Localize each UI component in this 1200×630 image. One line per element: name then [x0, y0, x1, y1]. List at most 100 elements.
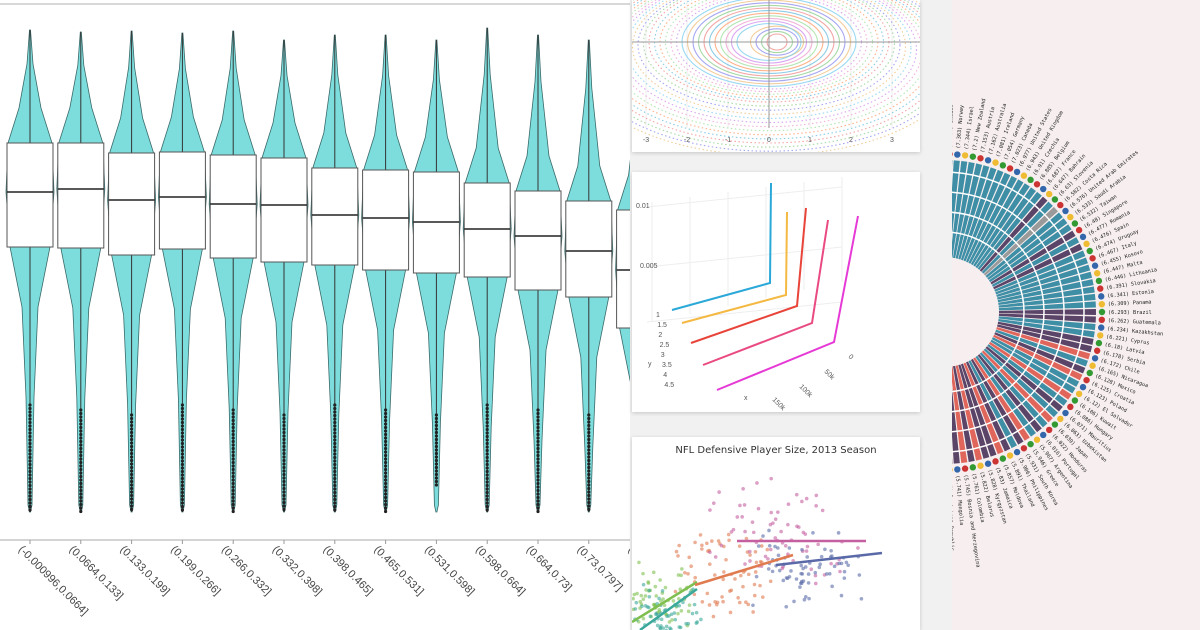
outlier-point	[587, 497, 591, 501]
flag-icon	[992, 458, 999, 465]
radial-bar	[968, 175, 1017, 264]
outlier-point	[384, 432, 388, 437]
outlier-point	[587, 448, 591, 452]
radial-bar	[997, 321, 1094, 345]
scatter-point	[737, 544, 742, 548]
outlier-point	[485, 473, 489, 477]
scatter-point	[761, 534, 765, 538]
scatter-point	[721, 577, 726, 582]
scatter-point	[694, 610, 699, 615]
outlier-point	[231, 495, 235, 500]
outlier-point	[485, 441, 489, 446]
flag-icon	[977, 155, 984, 162]
outlier-point	[485, 508, 489, 512]
radial-bar	[981, 201, 1053, 274]
radial-bar	[998, 293, 1096, 308]
outlier-point	[79, 464, 83, 468]
scatter-point	[708, 562, 712, 566]
flag-icon	[952, 467, 953, 472]
outlier-point	[587, 455, 591, 459]
outlier-point	[180, 462, 184, 467]
scatter-point	[641, 571, 645, 576]
outlier-point	[231, 443, 235, 447]
box-iqr	[362, 169, 410, 271]
scatter-point	[830, 554, 834, 558]
scatter-point	[683, 570, 687, 575]
scatter-point	[640, 604, 644, 609]
outlier-point	[180, 501, 184, 505]
outlier-point	[231, 478, 235, 482]
outlier-point	[587, 430, 591, 435]
scatter-point	[644, 588, 648, 592]
radial-bar	[952, 160, 960, 236]
outlier-point	[282, 434, 286, 438]
radial-bar	[996, 327, 1091, 360]
radial-bar	[979, 196, 1048, 272]
scatter-point	[634, 600, 639, 605]
z-tick-label: 0.01	[636, 203, 650, 210]
outlier-point	[79, 495, 83, 500]
scatter-point	[800, 499, 804, 504]
trajectory-curve	[637, 0, 901, 111]
outlier-point	[180, 420, 184, 425]
outlier-point	[536, 457, 540, 461]
scatter-point	[686, 609, 691, 614]
scatter-point	[768, 547, 773, 552]
outlier-point	[130, 423, 134, 428]
scatter-point	[799, 563, 803, 568]
y-tick-label: 1.5	[657, 322, 667, 329]
outlier-point	[28, 434, 32, 439]
outlier-point	[333, 438, 337, 442]
scatter-point	[738, 573, 743, 578]
flag-icon	[1091, 262, 1099, 269]
trajectory-curve	[632, 0, 920, 152]
outlier-point	[587, 504, 591, 508]
radial-bar	[968, 360, 1017, 449]
outlier-point	[28, 420, 32, 425]
scatter-point	[786, 522, 790, 527]
flag-icon	[1033, 436, 1041, 443]
scatter-point	[653, 584, 658, 589]
outlier-point	[536, 408, 540, 412]
radial-bar	[998, 313, 1096, 323]
outlier-point	[333, 459, 337, 463]
outlier-point	[536, 439, 540, 444]
fit-line	[694, 553, 794, 587]
outlier-point	[231, 492, 235, 496]
scatter-point	[658, 578, 662, 582]
outlier-point	[333, 504, 337, 509]
radial-bar	[990, 230, 1076, 285]
outlier-point	[130, 507, 134, 512]
outlier-point	[79, 418, 83, 423]
flag-icon	[1079, 233, 1087, 241]
outlier-point	[130, 413, 134, 417]
scatter-point	[859, 596, 864, 601]
outlier-point	[536, 411, 540, 416]
scatter-point	[695, 620, 699, 624]
outlier-point	[130, 504, 134, 508]
scatter-point	[681, 600, 685, 605]
outlier-point	[485, 438, 489, 442]
scatter-point	[752, 582, 757, 587]
scatter-point	[700, 547, 704, 551]
outlier-point	[536, 488, 540, 493]
scatter-point	[744, 600, 748, 605]
radial-bar	[983, 348, 1058, 418]
scatter-point	[687, 603, 692, 607]
scatter-point	[751, 610, 755, 614]
outlier-point	[79, 485, 83, 489]
box-iqr	[260, 157, 308, 263]
outlier-point	[485, 424, 489, 428]
outlier-point	[485, 403, 489, 407]
x-tick-label: (0.266,0.332]	[219, 544, 273, 598]
outlier-point	[180, 438, 184, 442]
scatter-point	[773, 536, 778, 540]
scatter-point	[857, 573, 862, 577]
scatter-point	[707, 603, 712, 607]
y-tick-label: 3	[661, 352, 665, 359]
outlier-point	[384, 481, 388, 486]
outlier-point	[333, 431, 337, 435]
scatter-point	[665, 614, 669, 619]
chart-title: NFL Defensive Player Size, 2013 Season	[675, 445, 876, 456]
outlier-point	[587, 423, 591, 428]
